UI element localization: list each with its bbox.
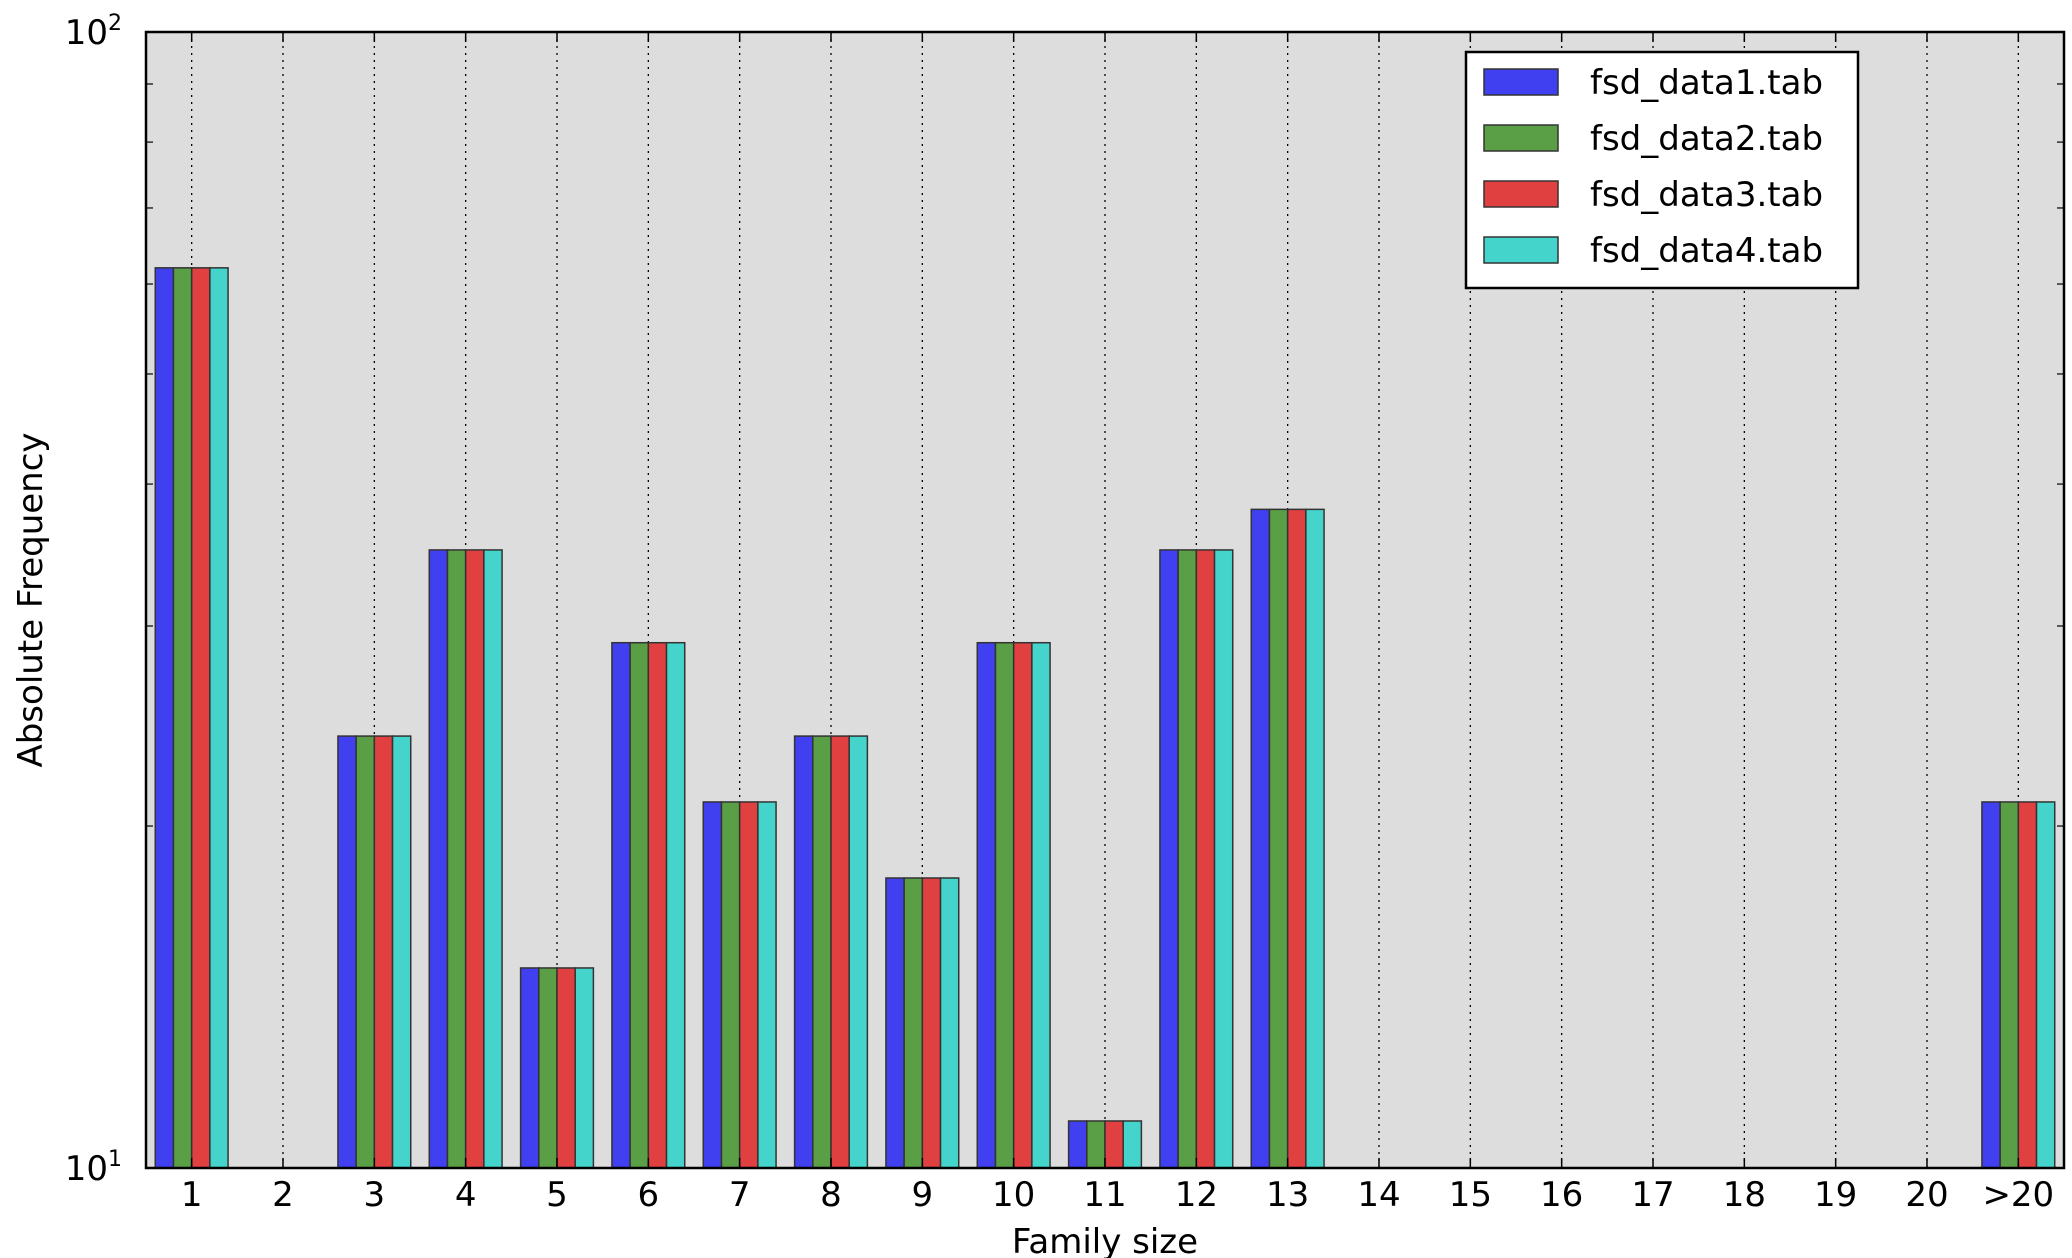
bar xyxy=(720,801,741,1169)
bar xyxy=(848,735,869,1169)
legend-swatch xyxy=(1483,68,1559,96)
x-tick-label: 17 xyxy=(1631,1175,1674,1215)
bar xyxy=(1012,641,1033,1169)
legend-label: fsd_data4.tab xyxy=(1590,231,1823,271)
grid-lines xyxy=(191,32,2019,1168)
x-tick-label: 9 xyxy=(912,1175,934,1215)
bar xyxy=(446,549,467,1169)
bar xyxy=(994,641,1015,1169)
bar xyxy=(1268,508,1289,1169)
bar xyxy=(1981,801,2001,1169)
bar xyxy=(976,641,997,1169)
x-tick-label: 14 xyxy=(1357,1175,1400,1215)
bar xyxy=(1067,1120,1088,1169)
bar xyxy=(1250,508,1271,1169)
x-tick-label: 5 xyxy=(546,1175,568,1215)
bar xyxy=(483,549,503,1169)
bar xyxy=(665,641,686,1169)
bar xyxy=(464,549,485,1169)
x-tick-label: >20 xyxy=(1982,1175,2054,1215)
x-tick-label: 16 xyxy=(1540,1175,1583,1215)
bar xyxy=(793,735,814,1169)
x-tick-label: 18 xyxy=(1723,1175,1766,1215)
bar xyxy=(1122,1120,1143,1169)
x-tick-label: 11 xyxy=(1083,1175,1126,1215)
x-axis-label: Family size xyxy=(1012,1222,1198,1258)
bar xyxy=(611,641,631,1169)
bar xyxy=(939,877,960,1169)
x-tick-label: 3 xyxy=(364,1175,386,1215)
legend-label: fsd_data1.tab xyxy=(1590,63,1823,103)
bar xyxy=(337,735,357,1169)
legend-label: fsd_data2.tab xyxy=(1590,119,1823,159)
legend-swatch xyxy=(1483,124,1559,152)
bar xyxy=(373,735,394,1169)
x-tick-label: 13 xyxy=(1266,1175,1309,1215)
x-tick-label: 7 xyxy=(729,1175,751,1215)
x-tick-label: 10 xyxy=(992,1175,1035,1215)
legend-items: fsd_data1.tab fsd_data2.tab fsd_data3.tabf… xyxy=(1483,63,1823,271)
bar xyxy=(629,641,650,1169)
bar xyxy=(1305,508,1325,1169)
bar xyxy=(2017,801,2038,1169)
x-tick-label: 1 xyxy=(181,1175,203,1215)
bar xyxy=(1286,508,1307,1169)
x-tick-label: 2 xyxy=(272,1175,294,1215)
y-axis: 101 102 xyxy=(65,11,2064,1189)
bar xyxy=(1086,1120,1106,1169)
bar xyxy=(647,641,668,1169)
y-tick-label: 101 xyxy=(65,1147,122,1189)
bar xyxy=(1213,549,1234,1169)
bar xyxy=(209,267,229,1169)
bar xyxy=(428,549,449,1169)
bar xyxy=(812,735,832,1169)
x-tick-label: 8 xyxy=(820,1175,842,1215)
bar xyxy=(1159,549,1179,1169)
bar xyxy=(921,877,942,1169)
bar xyxy=(738,801,759,1169)
bar xyxy=(903,877,924,1169)
bar xyxy=(885,877,905,1169)
bar xyxy=(391,735,412,1169)
bar xyxy=(519,967,540,1169)
bar xyxy=(2035,801,2056,1169)
bar xyxy=(757,801,777,1169)
bar xyxy=(154,267,175,1169)
x-axis: 1 2 3 4 5 6 7 8 9 10 11 12 13 14 15 16 17 18 19 20 >20 xyxy=(181,32,2054,1215)
x-tick-label: 20 xyxy=(1905,1175,1948,1215)
bar xyxy=(574,967,595,1169)
x-tick-label: 12 xyxy=(1175,1175,1218,1215)
bar xyxy=(830,735,850,1169)
bar xyxy=(1177,549,1198,1169)
legend-swatch xyxy=(1483,180,1559,208)
bar xyxy=(1031,641,1051,1169)
legend: fsd_data1.tab fsd_data2.tab fsd_data3.tabf… xyxy=(1464,50,1860,290)
x-tick-label: 19 xyxy=(1814,1175,1857,1215)
bar xyxy=(1195,549,1216,1169)
x-tick-label: 6 xyxy=(638,1175,660,1215)
y-tick-label: 102 xyxy=(65,11,122,53)
bar xyxy=(556,967,576,1169)
bar xyxy=(172,267,193,1169)
bar xyxy=(1999,801,2020,1169)
bar xyxy=(1104,1120,1124,1169)
x-tick-label: 15 xyxy=(1449,1175,1492,1215)
bar xyxy=(702,801,723,1169)
bar xyxy=(190,267,211,1169)
x-tick-label: 4 xyxy=(455,1175,477,1215)
y-axis-label: Absolute Frequency xyxy=(11,432,51,767)
bar xyxy=(355,735,376,1169)
legend-label: fsd_data3.tab xyxy=(1590,175,1823,215)
bar xyxy=(538,967,558,1169)
legend-swatch xyxy=(1483,236,1559,264)
